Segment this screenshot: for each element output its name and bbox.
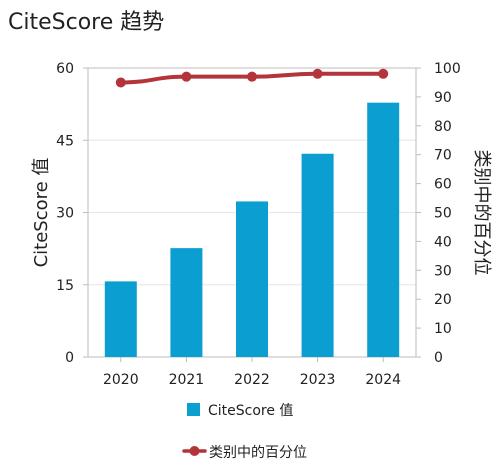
y2-tick-label: 50 — [434, 206, 452, 222]
x-tick-label: 2023 — [300, 372, 336, 388]
y2-tick-label: 80 — [434, 119, 452, 135]
y-tick-label: 15 — [56, 278, 74, 294]
y2-axis-label: 类别中的百分位 — [471, 150, 492, 276]
y2-tick-label: 10 — [434, 321, 452, 337]
legend-bar-swatch — [187, 403, 200, 416]
bar — [367, 102, 400, 358]
legend-line-label: 类别中的百分位 — [209, 445, 307, 461]
bar — [236, 201, 268, 357]
legend-bar-label: CiteScore 值 — [208, 403, 293, 419]
x-tick-label: 2022 — [234, 372, 270, 388]
y2-tick-label: 0 — [434, 350, 443, 366]
legend-line-marker — [189, 446, 200, 456]
y-tick-label: 60 — [56, 61, 74, 77]
y-axis-label: CiteScore 值 — [31, 158, 52, 268]
y-tick-label: 0 — [65, 350, 74, 366]
y-tick-label: 45 — [56, 133, 74, 149]
percentile-point — [312, 68, 323, 79]
y-tick-label: 30 — [56, 206, 74, 222]
bar — [104, 281, 137, 357]
percentile-point — [115, 77, 126, 88]
y2-tick-label: 100 — [434, 61, 461, 77]
y2-tick-label: 90 — [434, 90, 452, 106]
y2-tick-label: 60 — [434, 177, 452, 193]
y2-tick-label: 70 — [434, 148, 452, 164]
page-title: CiteScore 趋势 — [8, 10, 165, 35]
y2-tick-label: 20 — [434, 292, 452, 308]
x-tick-label: 2021 — [169, 372, 205, 388]
bar — [170, 248, 203, 357]
y2-tick-label: 40 — [434, 234, 452, 250]
percentile-point — [378, 68, 389, 79]
y2-tick-label: 30 — [434, 263, 452, 279]
percentile-point — [181, 71, 192, 82]
x-tick-label: 2020 — [103, 372, 139, 388]
x-tick-label: 2024 — [365, 372, 401, 388]
bar — [301, 153, 334, 357]
percentile-point — [247, 71, 257, 82]
